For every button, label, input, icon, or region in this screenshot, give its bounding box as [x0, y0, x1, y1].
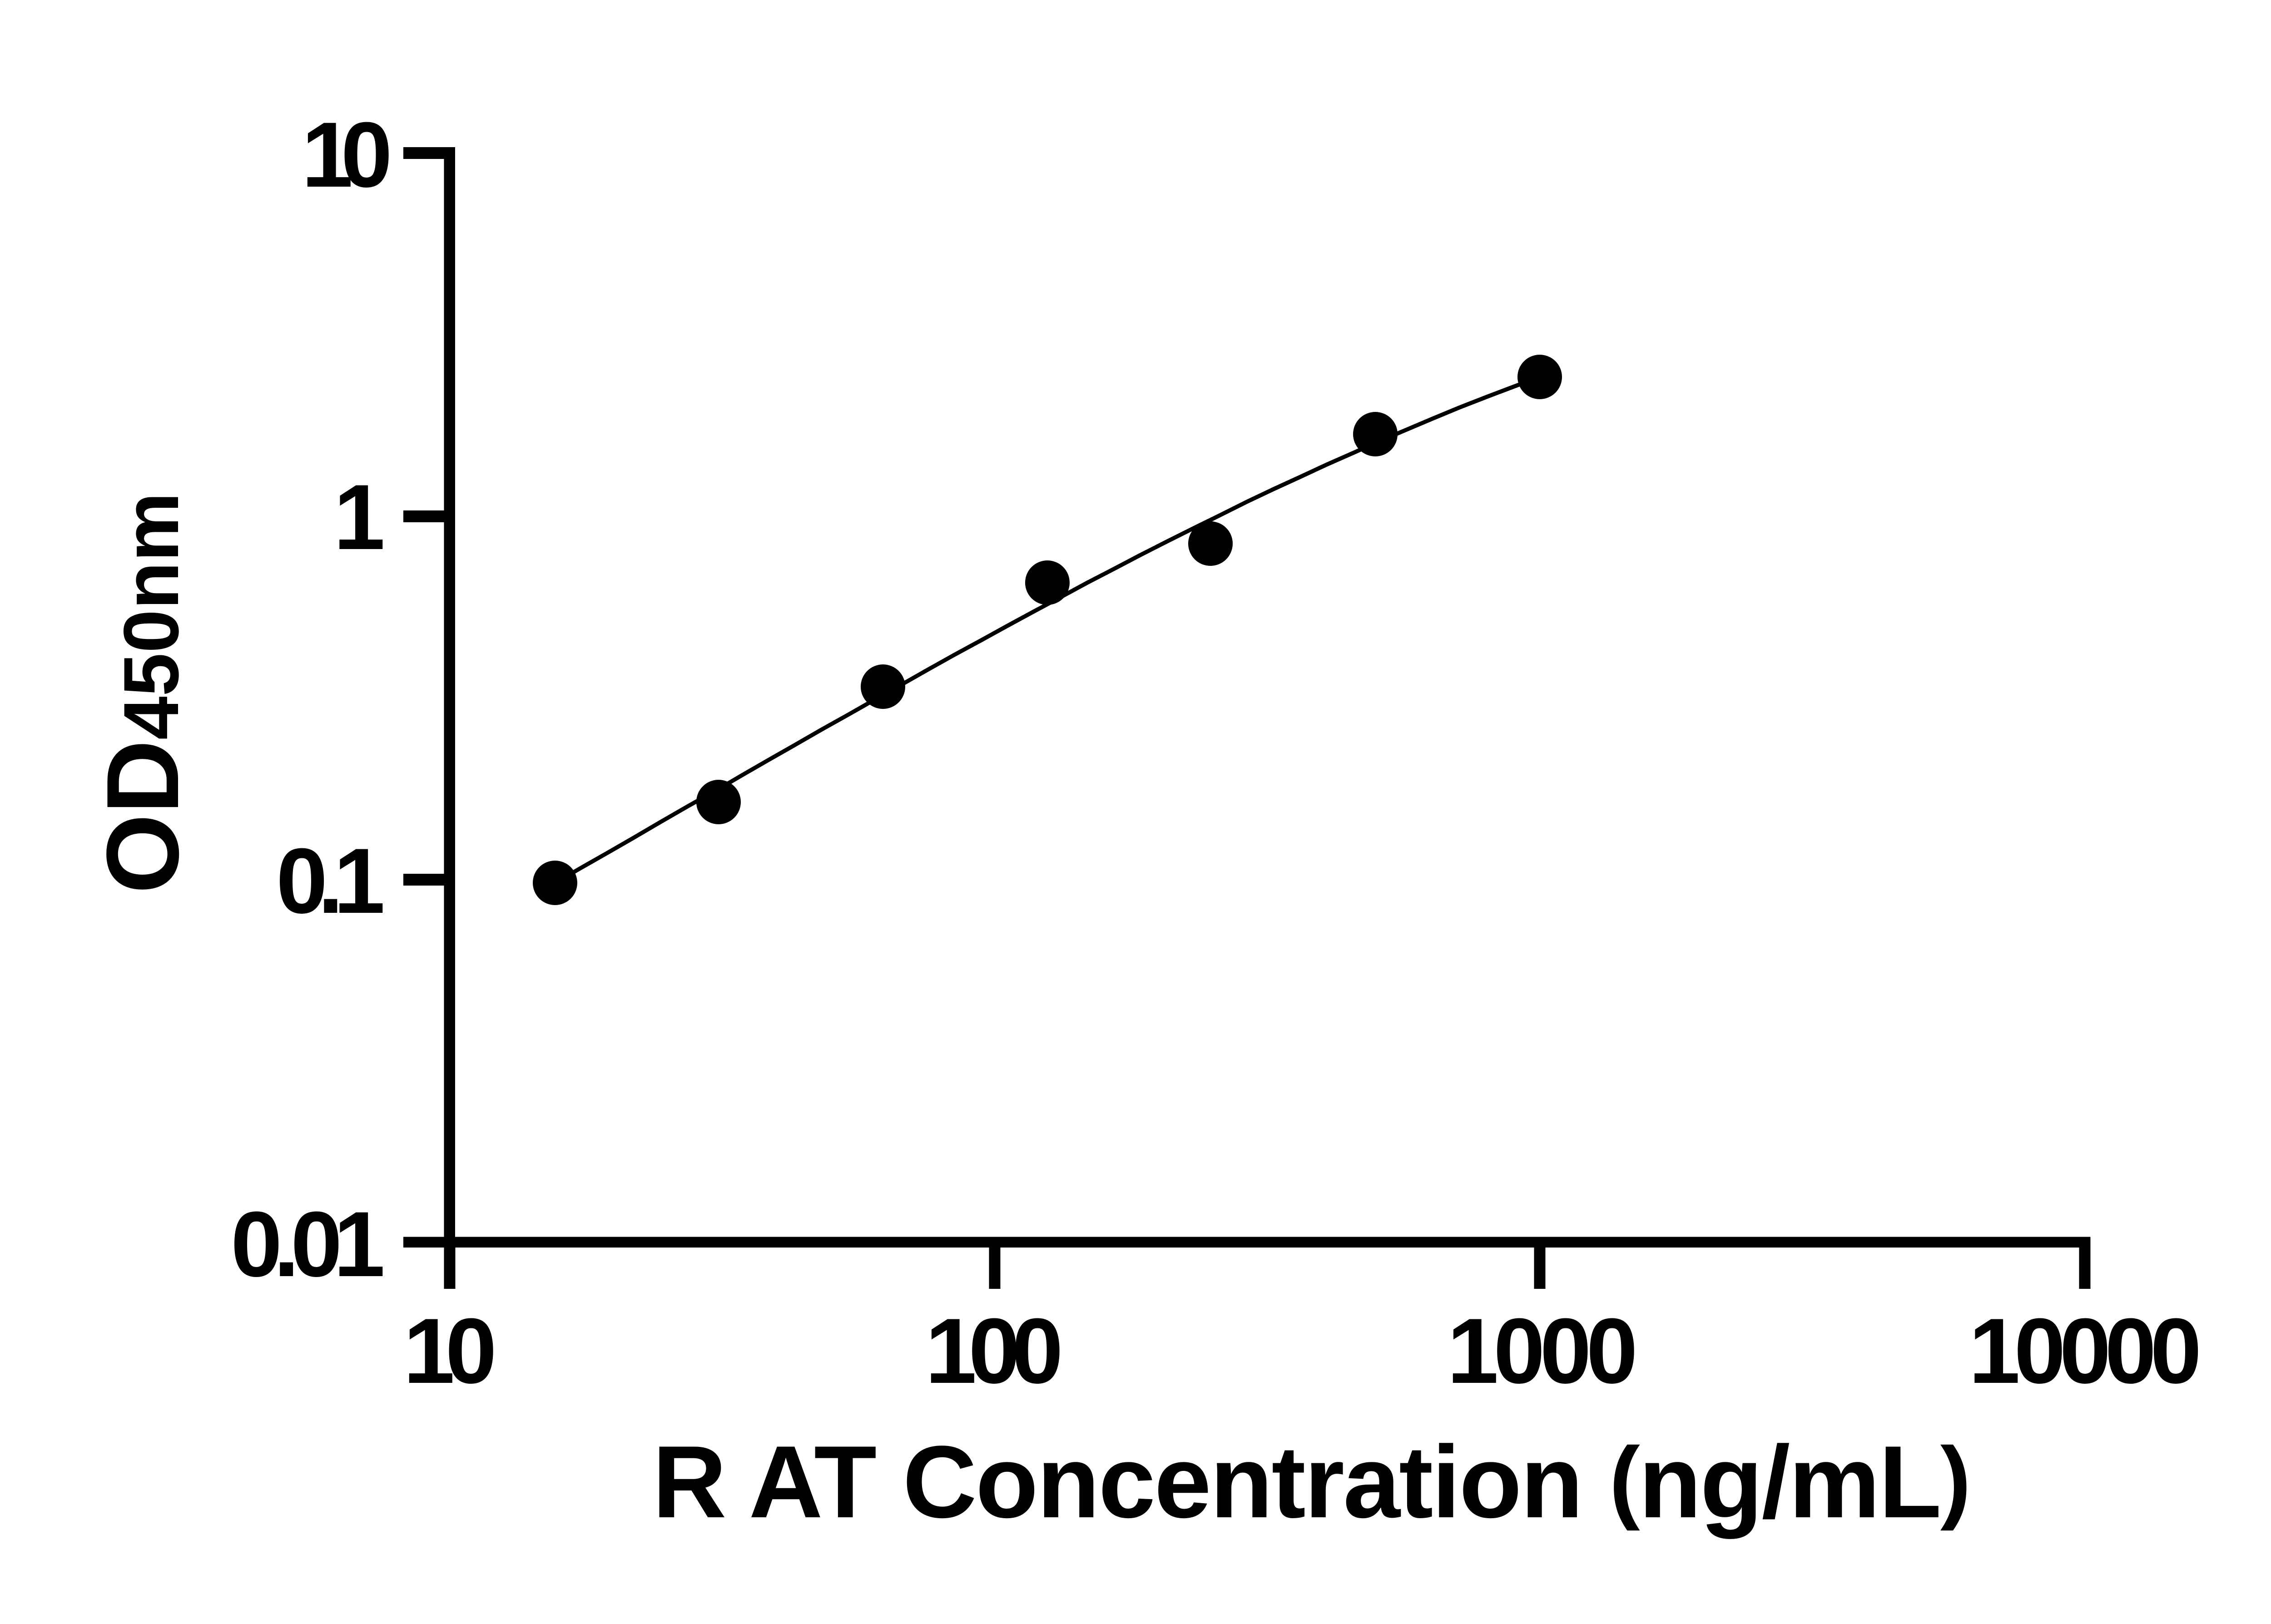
svg-text:0.01: 0.01 [231, 1193, 385, 1296]
svg-text:1000: 1000 [1447, 1299, 1638, 1403]
svg-text:0.1: 0.1 [276, 829, 385, 933]
svg-text:R AT Concentration (ng/mL): R AT Concentration (ng/mL) [653, 1424, 1971, 1539]
svg-text:100: 100 [925, 1299, 1063, 1403]
svg-text:10: 10 [302, 103, 392, 207]
svg-text:10: 10 [403, 1299, 497, 1403]
svg-text:10000: 10000 [1969, 1299, 2202, 1403]
svg-text:OD450nm: OD450nm [85, 492, 200, 894]
svg-text:1: 1 [334, 465, 385, 569]
